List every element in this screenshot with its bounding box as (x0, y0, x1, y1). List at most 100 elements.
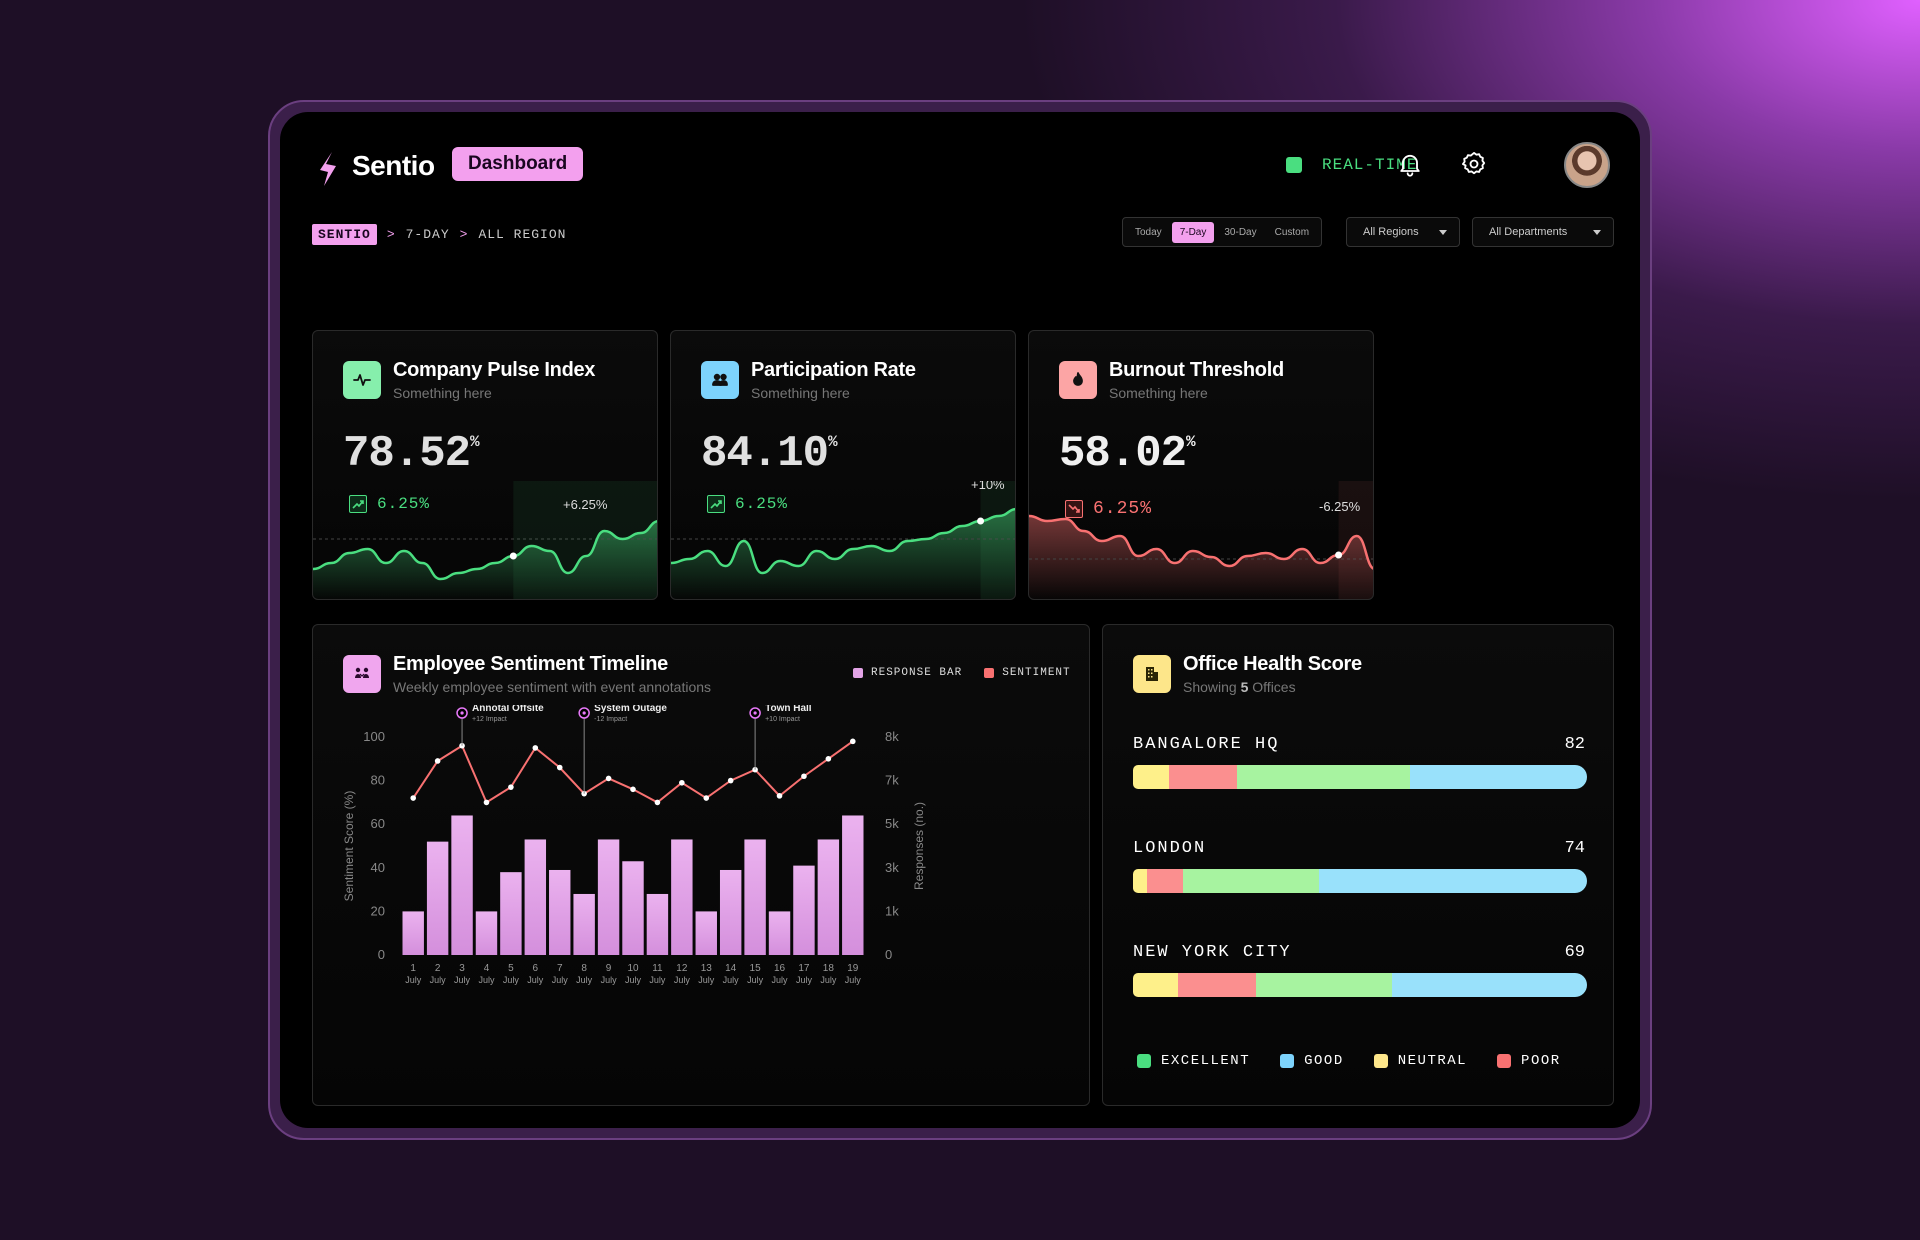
health-bar-segment (1319, 869, 1587, 893)
x-tick-day: 5 (508, 963, 514, 974)
response-bar[interactable] (597, 839, 620, 955)
breadcrumb-item-region[interactable]: ALL REGION (478, 227, 567, 242)
response-bar[interactable] (646, 893, 669, 955)
range-tab-custom[interactable]: Custom (1274, 226, 1310, 238)
response-bar[interactable] (817, 839, 840, 955)
office-name: NEW YORK CITY (1133, 943, 1292, 962)
sentiment-point[interactable] (532, 745, 539, 751)
x-tick-day: 1 (410, 963, 416, 974)
sentiment-point[interactable] (776, 793, 783, 799)
kpi-card[interactable]: Participation Rate Something here 84.10%… (670, 330, 1016, 600)
kpi-sparkline: +6.25% (313, 481, 657, 599)
x-tick-day: 4 (484, 963, 490, 974)
response-bar[interactable] (695, 911, 717, 955)
sparkline-marker (1335, 551, 1343, 559)
sentiment-point[interactable] (825, 756, 832, 762)
response-bar[interactable] (500, 872, 522, 955)
health-bar-segment (1146, 869, 1183, 893)
sentiment-point[interactable] (410, 795, 417, 801)
sparkline-area (1029, 516, 1373, 599)
response-bar[interactable] (573, 893, 595, 955)
sparkline-marker (509, 552, 517, 560)
sentiment-point[interactable] (654, 799, 661, 806)
office-health-bar[interactable] (1133, 869, 1587, 893)
y-tick-right: 1k (885, 903, 899, 918)
sentiment-point[interactable] (752, 766, 758, 773)
user-avatar[interactable] (1564, 142, 1610, 188)
sentiment-point[interactable] (483, 799, 490, 806)
sentiment-point[interactable] (556, 764, 563, 771)
x-tick-month: July (601, 975, 618, 985)
kpi-card[interactable]: Burnout Threshold Something here 58.02% … (1028, 330, 1374, 600)
range-tab-30day[interactable]: 30-Day (1224, 226, 1257, 238)
x-tick-month: July (503, 975, 520, 985)
response-bar[interactable] (768, 911, 791, 955)
department-dropdown-value: All Departments (1489, 226, 1568, 238)
breadcrumb-item-range[interactable]: 7-DAY (405, 227, 450, 242)
sparkline-highlight (980, 481, 1015, 599)
y-tick-left: 40 (371, 860, 385, 875)
bell-icon[interactable] (1396, 150, 1424, 178)
sentiment-line (412, 740, 854, 804)
response-bar[interactable] (402, 911, 424, 955)
range-tab-7day[interactable]: 7-Day (1171, 221, 1215, 243)
realtime-label[interactable]: REAL-TIME (1322, 156, 1418, 174)
annotation-marker-dot (582, 711, 586, 715)
kpi-subtitle: Something here (1109, 385, 1208, 401)
legend-swatch-poor (1497, 1054, 1512, 1068)
sentiment-point[interactable] (727, 777, 734, 784)
nav-dashboard-tab[interactable]: Dashboard (452, 147, 584, 181)
response-bar[interactable] (475, 911, 498, 955)
timeline-legend: RESPONSE BAR SENTIMENT (853, 667, 1071, 679)
legend-label-sentiment: SENTIMENT (1002, 667, 1071, 679)
sentiment-point[interactable] (630, 786, 636, 793)
response-bar[interactable] (719, 869, 742, 955)
x-tick-month: July (698, 975, 715, 985)
chevron-down-icon (1439, 229, 1447, 235)
sentiment-point[interactable] (508, 784, 514, 790)
kpi-delta: 6.25% (349, 495, 430, 513)
x-tick-day: 8 (581, 963, 587, 974)
x-tick-month: July (527, 975, 544, 985)
kpi-value: 78.52% (343, 429, 480, 479)
sentiment-point[interactable] (801, 773, 807, 780)
x-tick-month: July (478, 975, 495, 985)
sentiment-point[interactable] (605, 775, 612, 782)
sentiment-point[interactable] (679, 779, 685, 786)
y-tick-right: 8k (885, 729, 899, 744)
response-bar[interactable] (549, 869, 571, 955)
response-bar[interactable] (622, 861, 644, 955)
legend-swatch-excellent (1137, 1054, 1151, 1068)
health-bar-segment (1133, 765, 1170, 789)
range-tab-today[interactable]: Today (1135, 226, 1162, 238)
kpi-delta: 6.25% (1065, 499, 1152, 519)
gear-icon[interactable] (1460, 150, 1488, 178)
sparkline-area (313, 521, 657, 599)
sentiment-point[interactable] (849, 738, 856, 745)
response-bar[interactable] (842, 815, 864, 955)
response-bar[interactable] (451, 815, 473, 955)
chevron-down-icon (1593, 229, 1601, 235)
breadcrumb-root[interactable]: SENTIO (312, 224, 377, 245)
kpi-title: Participation Rate (751, 359, 916, 381)
response-bar[interactable] (524, 839, 547, 955)
x-tick-day: 16 (774, 963, 786, 974)
sentiment-point[interactable] (703, 795, 710, 801)
x-tick-month: July (454, 975, 471, 985)
sentiment-timeline-chart[interactable]: 100 80 60 40 20 0 8k 7k 5k 3k 1k 0 Sentiment Score (… (313, 705, 1089, 1105)
kpi-title: Company Pulse Index (393, 359, 596, 381)
office-health-bar[interactable] (1133, 765, 1587, 789)
x-tick-day: 19 (847, 963, 859, 974)
office-health-bar[interactable] (1133, 973, 1587, 997)
legend-label-good: GOOD (1304, 1053, 1344, 1069)
response-bar[interactable] (426, 841, 449, 955)
sentiment-point[interactable] (434, 758, 441, 764)
response-bar[interactable] (744, 839, 766, 955)
x-tick-month: July (405, 975, 422, 985)
region-dropdown[interactable]: All Regions (1346, 217, 1460, 247)
response-bar[interactable] (671, 839, 693, 955)
department-dropdown[interactable]: All Departments (1472, 217, 1614, 247)
x-tick-month: July (552, 975, 569, 985)
kpi-card[interactable]: Company Pulse Index Something here 78.52… (312, 330, 658, 600)
response-bar[interactable] (793, 865, 815, 955)
